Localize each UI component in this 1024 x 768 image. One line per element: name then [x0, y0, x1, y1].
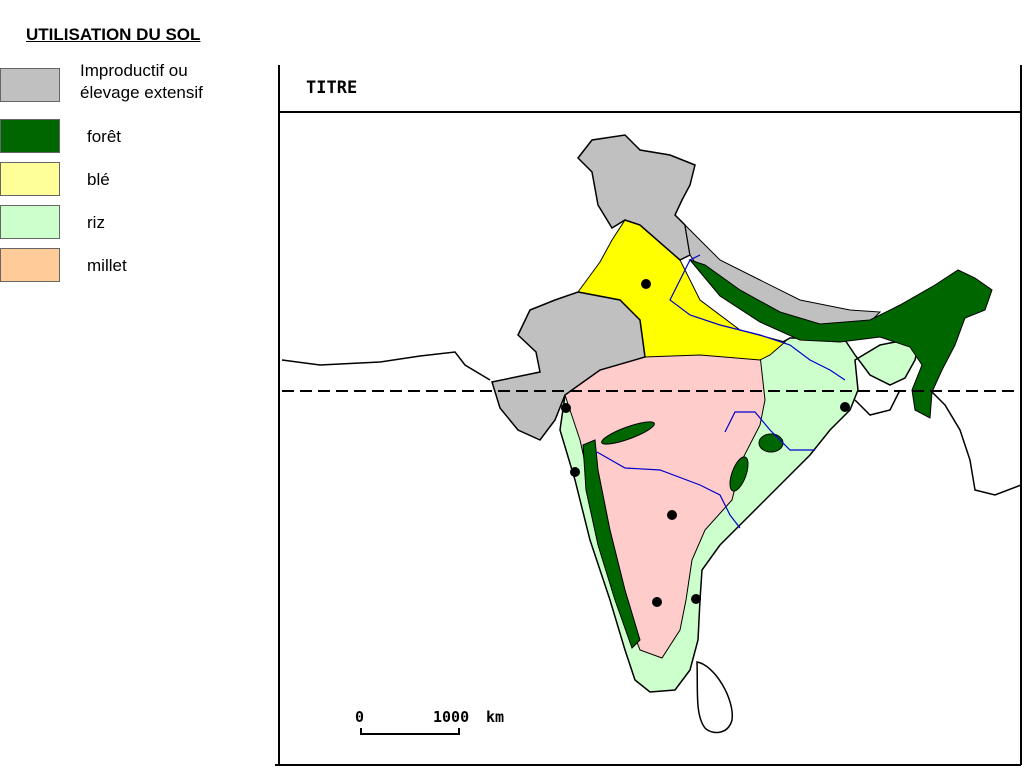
scale-label: 0 [355, 708, 364, 726]
city [840, 402, 850, 412]
scale-unit: km [486, 708, 504, 726]
legend-label: blé [87, 170, 110, 189]
legend-title: UTILISATION DU SOL [26, 25, 201, 44]
city [561, 403, 571, 413]
city [691, 594, 701, 604]
legend-label: Improductif ou élevage extensif [80, 61, 203, 102]
border [281, 351, 491, 381]
city [641, 279, 651, 289]
forest-area [729, 456, 749, 492]
scale-label: 1000 [433, 708, 469, 726]
forest-area [758, 433, 784, 453]
city [570, 467, 580, 477]
forest-area [582, 439, 641, 649]
forest-area [601, 421, 655, 445]
unproductive-area [577, 134, 696, 261]
city [667, 510, 677, 520]
legend-label: forêt [87, 127, 122, 146]
river [596, 451, 741, 529]
unproductive-area [491, 291, 646, 441]
legend-swatch [0, 162, 60, 196]
legend-swatch [0, 205, 60, 239]
legend-swatch [0, 68, 60, 102]
river [669, 254, 846, 381]
scale-bar [360, 728, 460, 735]
border [854, 389, 901, 416]
border [929, 389, 1022, 496]
legend-swatch [0, 119, 60, 153]
legend-label: riz [87, 213, 105, 232]
forest-area [688, 258, 993, 419]
city [652, 597, 662, 607]
island [696, 661, 733, 734]
legend-swatch [0, 248, 60, 282]
legend-label: millet [87, 256, 127, 275]
river [724, 411, 815, 451]
map-title: TITRE [306, 78, 357, 98]
